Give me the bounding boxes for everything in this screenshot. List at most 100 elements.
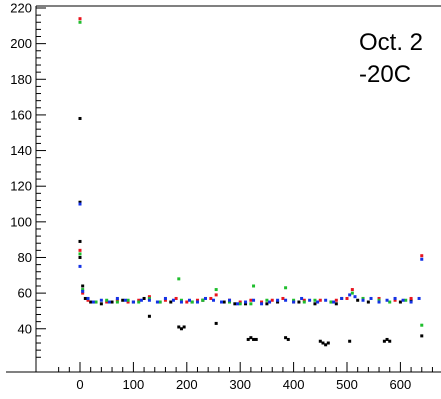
y-tick-label: 80 bbox=[18, 250, 32, 265]
blue-data-point bbox=[78, 264, 82, 268]
black-data-point bbox=[252, 337, 256, 341]
red-data-point bbox=[318, 298, 322, 302]
red-data-point bbox=[209, 296, 213, 300]
red-data-point bbox=[115, 298, 119, 302]
red-data-point bbox=[302, 298, 306, 302]
y-tick-label: 120 bbox=[10, 179, 32, 194]
blue-data-point bbox=[260, 302, 264, 306]
black-data-point bbox=[356, 298, 360, 302]
black-data-point bbox=[366, 300, 370, 304]
blue-data-point bbox=[300, 296, 304, 300]
black-data-point bbox=[398, 300, 402, 304]
green-data-point bbox=[313, 298, 317, 302]
blue-data-point bbox=[115, 296, 119, 300]
green-data-point bbox=[190, 300, 194, 304]
green-data-point bbox=[126, 298, 130, 302]
red-data-point bbox=[238, 300, 242, 304]
blue-data-point bbox=[316, 300, 320, 304]
black-data-point bbox=[182, 325, 186, 329]
red-data-point bbox=[350, 288, 354, 292]
green-data-point bbox=[78, 20, 82, 24]
black-data-point bbox=[214, 321, 218, 325]
blue-data-point bbox=[308, 298, 312, 302]
x-axis-ticks: 0 100 200 300 400 500 600 bbox=[58, 362, 433, 392]
black-data-point bbox=[321, 341, 325, 345]
y-tick-label: 40 bbox=[18, 321, 32, 336]
red-data-point bbox=[126, 300, 130, 304]
x-tick-label: 0 bbox=[76, 377, 83, 392]
green-data-point bbox=[420, 323, 424, 327]
black-data-point bbox=[110, 300, 114, 304]
black-data-point bbox=[313, 302, 317, 306]
green-data-point bbox=[377, 298, 381, 302]
red-data-point bbox=[86, 298, 90, 302]
blue-data-point bbox=[147, 298, 151, 302]
black-data-point bbox=[78, 255, 82, 259]
green-data-point bbox=[94, 300, 98, 304]
blue-data-point bbox=[377, 300, 381, 304]
red-data-point bbox=[105, 300, 109, 304]
annotation-temperature: -20C bbox=[359, 61, 411, 88]
black-data-point bbox=[409, 298, 413, 302]
green-data-point bbox=[388, 300, 392, 304]
red-data-point bbox=[420, 254, 424, 258]
black-data-point bbox=[147, 314, 151, 318]
blue-data-point bbox=[409, 300, 413, 304]
red-data-point bbox=[249, 298, 253, 302]
black-data-point bbox=[169, 300, 173, 304]
green-data-point bbox=[201, 298, 205, 302]
blue-data-point bbox=[340, 296, 344, 300]
black-data-point bbox=[382, 339, 386, 343]
x-tick-label: 400 bbox=[283, 377, 305, 392]
black-data-point bbox=[89, 300, 93, 304]
red-data-point bbox=[345, 296, 349, 300]
green-data-point bbox=[252, 284, 256, 288]
x-tick-label: 600 bbox=[390, 377, 412, 392]
blue-data-point bbox=[78, 202, 82, 206]
green-data-point bbox=[81, 288, 85, 292]
black-data-point bbox=[142, 296, 146, 300]
red-data-point bbox=[147, 295, 151, 299]
blue-data-point bbox=[171, 298, 175, 302]
green-data-point bbox=[137, 300, 141, 304]
black-data-point bbox=[177, 325, 181, 329]
blue-data-point bbox=[195, 300, 199, 304]
green-data-point bbox=[115, 300, 119, 304]
blue-data-point bbox=[203, 296, 207, 300]
blue-data-point bbox=[139, 298, 143, 302]
blue-data-point bbox=[361, 298, 365, 302]
green-data-point bbox=[361, 296, 365, 300]
red-data-point bbox=[195, 298, 199, 302]
blue-data-point bbox=[99, 298, 103, 302]
black-data-point bbox=[385, 337, 389, 341]
blue-data-point bbox=[417, 296, 421, 300]
red-data-point bbox=[163, 298, 167, 302]
black-data-point bbox=[254, 337, 258, 341]
blue-data-point bbox=[292, 300, 296, 304]
blue-data-point bbox=[179, 300, 183, 304]
black-data-point bbox=[222, 300, 226, 304]
y-tick-label: 100 bbox=[10, 214, 32, 229]
data-points bbox=[78, 17, 424, 347]
red-data-point bbox=[270, 298, 274, 302]
black-data-point bbox=[420, 334, 424, 338]
red-data-point bbox=[174, 296, 178, 300]
blue-data-point bbox=[332, 300, 336, 304]
blue-data-point bbox=[385, 298, 389, 302]
black-data-point bbox=[249, 336, 253, 340]
red-data-point bbox=[260, 300, 264, 304]
blue-data-point bbox=[348, 293, 352, 297]
x-tick-label: 300 bbox=[229, 377, 251, 392]
red-data-point bbox=[409, 296, 413, 300]
y-tick-label: 180 bbox=[10, 72, 32, 87]
green-data-point bbox=[329, 300, 333, 304]
blue-data-point bbox=[244, 300, 248, 304]
blue-data-point bbox=[81, 289, 85, 293]
blue-data-point bbox=[155, 300, 159, 304]
y-tick-label: 140 bbox=[10, 143, 32, 158]
black-data-point bbox=[284, 336, 288, 340]
black-data-point bbox=[334, 302, 338, 306]
black-data-point bbox=[78, 200, 82, 204]
